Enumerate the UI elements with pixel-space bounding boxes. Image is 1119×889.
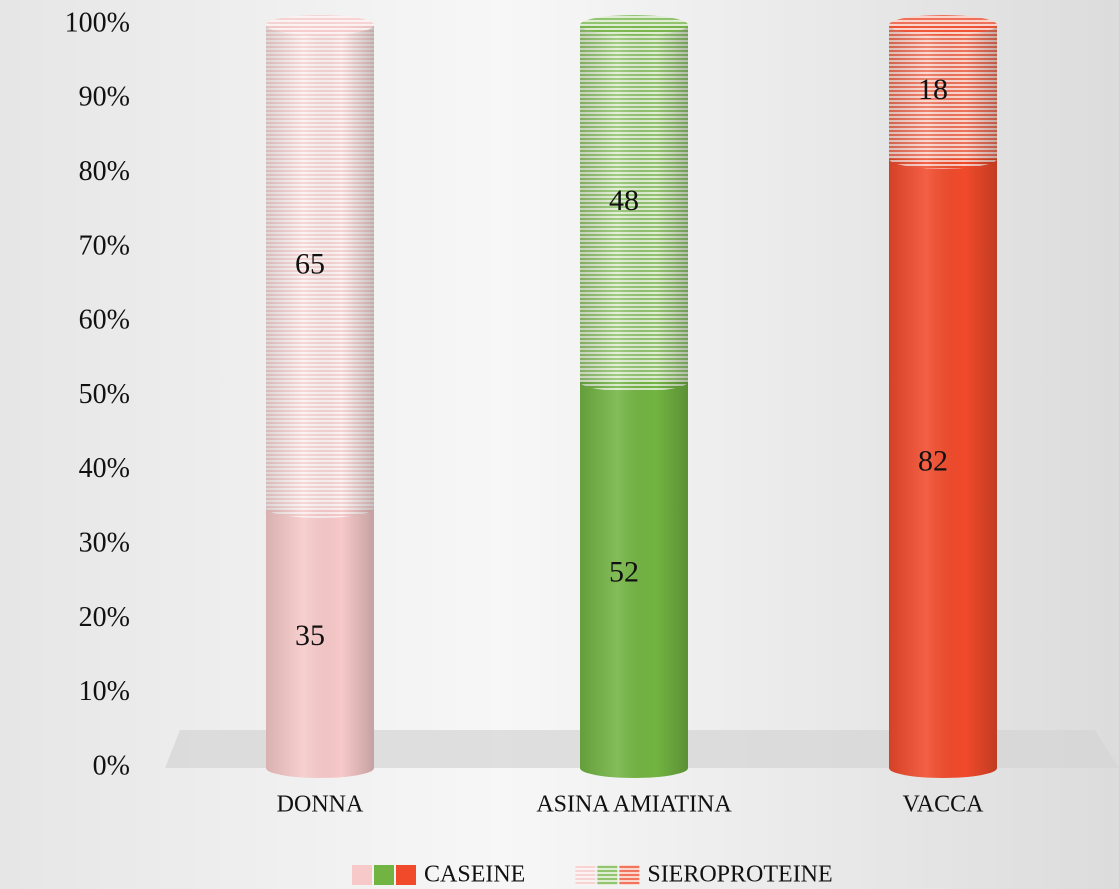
y-tick-label: 50% bbox=[79, 379, 130, 410]
y-tick-label: 10% bbox=[79, 676, 130, 707]
y-tick-label: 90% bbox=[79, 82, 130, 113]
segment-top bbox=[889, 15, 997, 35]
legend-label: SIEROPROTEINE bbox=[647, 862, 832, 888]
legend-swatch bbox=[352, 865, 372, 885]
value-label: 48 bbox=[609, 184, 639, 217]
legend-label: CASEINE bbox=[424, 862, 525, 888]
y-tick-label: 100% bbox=[65, 7, 130, 38]
segment-shade bbox=[580, 381, 688, 778]
legend-swatch bbox=[374, 865, 394, 885]
segment-shade bbox=[266, 25, 374, 518]
y-tick-label: 70% bbox=[79, 230, 130, 261]
y-tick-label: 20% bbox=[79, 602, 130, 633]
x-tick-label: DONNA bbox=[277, 792, 364, 818]
y-tick-label: 60% bbox=[79, 305, 130, 336]
cylinder-segment bbox=[580, 381, 688, 778]
segment-shade bbox=[266, 507, 374, 778]
y-tick-label: 0% bbox=[93, 750, 130, 781]
value-label: 35 bbox=[295, 619, 325, 652]
y-tick-label: 30% bbox=[79, 528, 130, 559]
segment-shade bbox=[889, 158, 997, 779]
x-tick-label: ASINA AMIATINA bbox=[536, 792, 732, 818]
segment-top bbox=[580, 15, 688, 35]
value-label: 52 bbox=[609, 556, 639, 589]
x-tick-label: VACCA bbox=[903, 792, 985, 818]
cylinder-segment bbox=[889, 15, 997, 169]
segment-shade bbox=[580, 25, 688, 392]
cylinder-segment bbox=[889, 158, 997, 779]
cylinder-segment bbox=[266, 507, 374, 778]
segment-top bbox=[266, 15, 374, 35]
legend-swatch bbox=[575, 865, 596, 885]
cylinder-segment bbox=[266, 15, 374, 518]
value-label: 82 bbox=[918, 444, 948, 477]
legend-swatch bbox=[619, 865, 640, 885]
legend-swatch bbox=[597, 865, 618, 885]
cylinder-segment bbox=[580, 15, 688, 392]
value-label: 65 bbox=[295, 247, 325, 280]
segment-shade bbox=[889, 25, 997, 169]
value-label: 18 bbox=[918, 73, 948, 106]
y-tick-label: 40% bbox=[79, 453, 130, 484]
legend-swatch bbox=[396, 865, 416, 885]
y-tick-label: 80% bbox=[79, 156, 130, 187]
